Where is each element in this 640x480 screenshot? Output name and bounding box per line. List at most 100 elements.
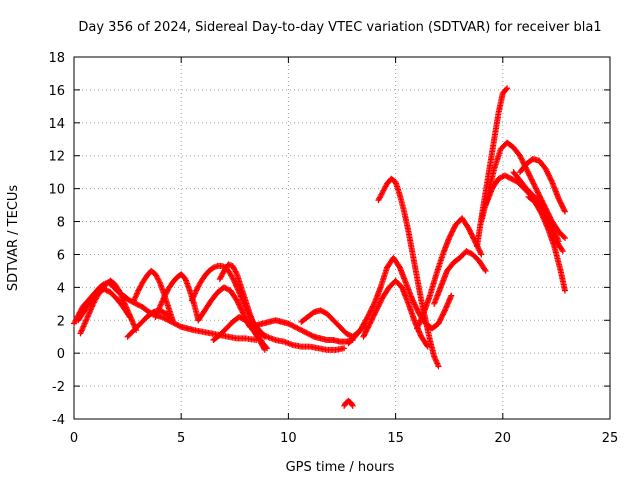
axis-ticks: 0 5 10 15 20 25 -4 -2 0 2 4 6 8 10 12 14 16 18 (48, 51, 618, 446)
data-point (234, 298, 241, 305)
y-tick-label: -4 (52, 413, 65, 428)
data-point (363, 327, 370, 334)
data-point (533, 186, 540, 193)
data-point (372, 310, 379, 317)
data-point (537, 209, 544, 216)
data-point (561, 208, 568, 215)
y-tick-label: 6 (57, 248, 65, 263)
data-point (468, 231, 475, 238)
data-point (560, 206, 567, 213)
series-arc-18 (414, 215, 485, 332)
data-point (482, 267, 489, 274)
y-tick-label: 2 (57, 314, 65, 329)
data-point (440, 310, 447, 317)
data-point (447, 232, 454, 239)
data-point (450, 227, 457, 234)
data-point (360, 333, 367, 340)
data-point (412, 304, 419, 311)
y-tick-label: 4 (57, 281, 65, 296)
data-point (534, 188, 541, 195)
data-point (558, 202, 565, 209)
data-point (531, 181, 538, 188)
data-point (543, 167, 550, 174)
data-point (377, 298, 384, 305)
data-points (71, 85, 568, 409)
data-point (233, 297, 240, 304)
data-point (235, 301, 242, 308)
data-point (366, 310, 373, 317)
data-point (476, 247, 483, 254)
data-point (446, 235, 453, 241)
data-point (365, 323, 372, 330)
data-point (543, 209, 550, 216)
series-arc-13 (255, 328, 348, 353)
data-point (534, 189, 541, 196)
data-point (410, 298, 417, 305)
data-point (469, 234, 476, 241)
data-point (349, 401, 356, 408)
data-point (364, 325, 371, 332)
data-point (238, 306, 245, 313)
data-point (546, 173, 553, 180)
y-tick-label: 8 (57, 216, 65, 231)
data-point (125, 312, 132, 319)
x-axis-label: GPS time / hours (286, 460, 395, 475)
data-point (555, 195, 562, 202)
data-point (465, 225, 472, 232)
data-point (559, 246, 566, 253)
data-point (239, 309, 246, 316)
data-point (367, 319, 374, 326)
data-point (560, 204, 567, 211)
x-tick-label: 5 (177, 431, 185, 446)
data-point (375, 302, 382, 309)
data-point (414, 306, 421, 313)
data-point (237, 304, 244, 311)
data-point (362, 329, 369, 336)
data-point (368, 317, 375, 324)
data-point (481, 266, 488, 273)
series-arc-17 (360, 277, 431, 350)
data-point (424, 343, 431, 350)
data-point (363, 328, 370, 335)
data-point (477, 248, 484, 255)
grid (74, 57, 610, 419)
series-arc-6 (124, 307, 176, 340)
data-point (373, 307, 380, 314)
data-point (536, 193, 543, 200)
data-point (548, 177, 555, 184)
data-point (438, 315, 445, 322)
data-point (545, 215, 552, 222)
data-point (368, 316, 375, 323)
data-point (448, 231, 455, 238)
data-point (544, 212, 551, 219)
series-arc-10 (210, 313, 268, 353)
series-arc-3 (75, 286, 133, 324)
data-point (531, 183, 538, 190)
data-point (504, 85, 511, 92)
data-point (448, 292, 455, 299)
data-point (530, 180, 537, 187)
data-point (439, 311, 446, 318)
data-point (366, 320, 373, 327)
data-point (374, 304, 381, 311)
data-point (235, 300, 242, 307)
data-point (555, 238, 562, 245)
data-point (371, 311, 378, 318)
x-tick-label: 20 (495, 431, 512, 446)
data-point (546, 216, 553, 223)
data-point (261, 345, 268, 352)
data-point (449, 228, 456, 235)
data-point (527, 173, 534, 180)
data-point (396, 263, 403, 270)
data-point (341, 345, 348, 352)
data-point (370, 302, 377, 309)
series-arc-14 (341, 397, 356, 409)
data-point (467, 229, 474, 236)
x-tick-label: 10 (280, 431, 297, 446)
y-tick-label: 12 (48, 150, 65, 165)
data-point (436, 319, 443, 326)
data-point (466, 227, 473, 234)
data-point (369, 304, 376, 311)
data-point (545, 171, 552, 178)
